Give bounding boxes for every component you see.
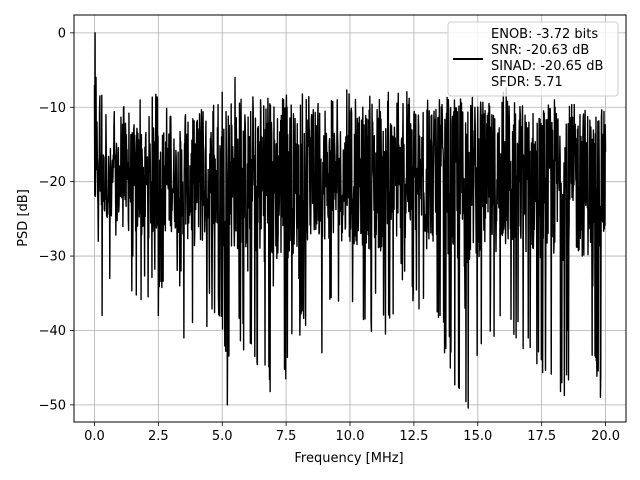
x-tick-label: 12.5 (399, 429, 428, 444)
x-tick-label: 0.0 (84, 429, 105, 444)
x-tick-label: 20.0 (591, 429, 620, 444)
x-tick-label: 15.0 (463, 429, 492, 444)
x-tick-label: 17.5 (527, 429, 556, 444)
y-tick-label: −50 (39, 398, 66, 413)
legend-entry-enob: ENOB: -3.72 bits (491, 27, 598, 42)
y-tick-label: −20 (39, 175, 66, 190)
series-layer (93, 32, 607, 409)
psd-series-line (93, 32, 607, 409)
y-axis-label: PSD [dB] (16, 189, 31, 247)
y-tick-label: −40 (39, 324, 66, 339)
y-tick-label: −30 (39, 250, 66, 265)
x-axis-label: Frequency [MHz] (294, 451, 403, 466)
legend-entry-sinad: SINAD: -20.65 dB (491, 59, 603, 74)
y-tick-label: 0 (58, 26, 66, 41)
x-tick-label: 5.0 (212, 429, 233, 444)
x-tick-label: 7.5 (276, 429, 297, 444)
x-tick-label: 10.0 (336, 429, 365, 444)
legend: ENOB: -3.72 bits SNR: -20.63 dB SINAD: -… (447, 21, 619, 97)
legend-entry-snr: SNR: -20.63 dB (491, 43, 589, 58)
legend-box (447, 21, 619, 97)
x-ticks: 0.0 2.5 5.0 7.5 10.0 12.5 15.0 17.5 20.0 (84, 422, 620, 444)
legend-entry-sfdr: SFDR: 5.71 (491, 75, 563, 90)
y-tick-label: −10 (39, 101, 66, 116)
x-tick-label: 2.5 (148, 429, 169, 444)
y-ticks: 0 −10 −20 −30 −40 −50 (39, 26, 74, 413)
